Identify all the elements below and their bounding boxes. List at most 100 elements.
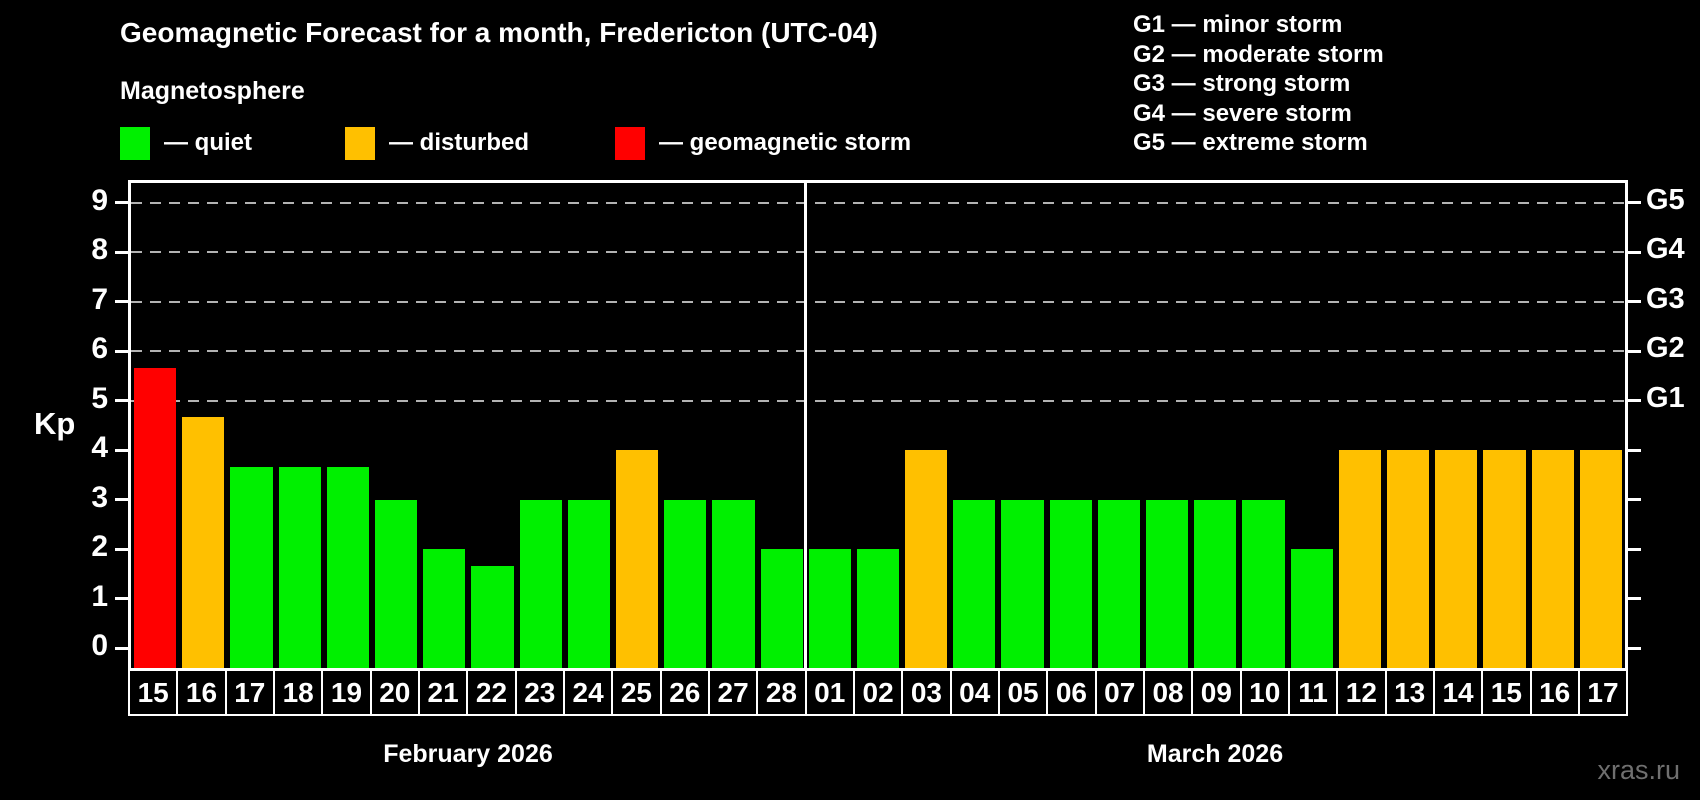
gridline-kp-6 [131,350,1625,353]
kp-bar-february-19 [326,466,369,668]
y-tick-left-1 [115,597,128,601]
day-label-25: 25 [611,669,662,716]
legend-disturbed-label: — disturbed [389,129,530,156]
y-tick-right-8 [1628,250,1641,254]
day-label-14: 14 [1432,669,1484,716]
storm-color-swatch [615,126,645,160]
day-label-06: 06 [1046,669,1097,716]
y-axis-label-1: 1 [91,579,108,613]
kp-bar-february-23 [519,499,562,668]
kp-bar-march-02 [856,549,900,668]
y-axis-label-7: 7 [91,282,108,316]
kp-bar-march-16 [1531,450,1574,668]
kp-bar-march-05 [1001,499,1044,668]
day-label-16: 16 [1529,669,1580,716]
kp-bar-march-03 [905,450,948,668]
y-axis-label-6: 6 [91,332,108,366]
y-tick-right-1 [1628,597,1641,601]
y-tick-left-9 [115,201,128,205]
kp-bar-february-22 [471,565,514,668]
day-label-01: 01 [804,669,855,716]
y-tick-right-4 [1628,448,1641,452]
day-axis: 15 16 17 18 19 20 21 22 23 24 25 26 27 28 01 02 03 04 05 06… [128,669,1629,716]
g5-legend-line: G5 — extreme storm [1133,129,1368,156]
legend-item-quiet: — quiet [120,124,252,162]
kp-bar-february-28 [760,549,803,668]
day-label-08: 08 [1142,669,1194,716]
day-label-15: 15 [128,669,179,716]
legend-quiet-label: — quiet [164,129,252,156]
kp-bar-march-12 [1338,450,1382,668]
kp-axis-title: Kp [34,406,76,441]
y-tick-left-3 [115,498,128,502]
kp-bar-february-15 [134,367,177,668]
kp-bar-february-16 [182,417,225,668]
day-label-15: 15 [1481,669,1532,716]
day-label-09: 09 [1191,669,1242,716]
kp-bar-february-25 [615,450,659,668]
g-axis-label-g1: G1 [1646,381,1685,414]
plot-area [128,180,1628,671]
y-axis-label-8: 8 [91,233,108,267]
month-divider [804,183,808,668]
day-label-22: 22 [466,669,517,716]
legend-item-storm: — geomagnetic storm [615,124,911,162]
y-tick-left-6 [115,349,128,353]
kp-bar-march-15 [1483,450,1526,668]
y-tick-left-7 [115,300,128,304]
legend-storm-label: — geomagnetic storm [659,129,912,156]
kp-bar-february-20 [374,499,418,668]
y-tick-left-0 [115,646,128,650]
y-axis-label-4: 4 [91,431,108,465]
day-label-28: 28 [756,669,807,716]
kp-bar-march-11 [1290,549,1333,668]
kp-bar-march-08 [1146,499,1189,668]
kp-bar-march-17 [1579,450,1622,668]
g1-legend-line: G1 — minor storm [1133,11,1343,38]
y-axis-label-3: 3 [91,480,108,514]
disturbed-color-swatch [345,126,375,160]
y-axis-label-5: 5 [91,381,108,415]
day-label-12: 12 [1336,669,1387,716]
kp-bar-march-04 [953,499,996,668]
g4-legend-line: G4 — severe storm [1133,99,1352,127]
page-title: Geomagnetic Forecast for a month, Freder… [120,17,878,48]
kp-bar-march-13 [1387,450,1430,668]
kp-bar-march-06 [1049,499,1092,668]
day-label-11: 11 [1287,669,1339,716]
gridline-kp-8 [131,251,1625,254]
day-label-17: 17 [1577,669,1629,716]
g-axis-label-g5: G5 [1646,183,1685,216]
kp-bar-february-27 [712,499,755,668]
y-axis-label-2: 2 [91,530,108,564]
y-tick-right-0 [1628,646,1641,650]
day-label-02: 02 [852,669,904,716]
day-label-04: 04 [949,669,1000,716]
kp-bar-march-10 [1242,499,1285,668]
day-label-26: 26 [659,669,710,716]
month-label-march: March 2026 [1146,740,1284,768]
gridline-kp-9 [131,201,1625,204]
y-tick-right-3 [1628,498,1641,502]
kp-bar-february-21 [423,549,466,668]
quiet-color-swatch [120,126,150,160]
y-tick-left-4 [115,448,128,452]
y-tick-left-8 [115,250,128,254]
kp-bar-february-17 [230,466,273,668]
y-tick-right-9 [1628,201,1641,205]
day-label-17: 17 [224,669,275,716]
gridline-kp-7 [131,300,1625,303]
g-axis-label-g4: G4 [1646,233,1685,266]
g-scale-legend: G1 — minor storm G2 — moderate storm G3 … [1133,10,1384,158]
day-label-05: 05 [997,669,1049,716]
kp-bar-march-09 [1194,499,1237,668]
month-label-february: February 2026 [383,740,553,768]
day-label-23: 23 [514,669,565,716]
day-label-20: 20 [369,669,420,716]
y-tick-left-2 [115,547,128,551]
y-axis-label-0: 0 [91,629,108,663]
g-axis-label-g2: G2 [1646,332,1685,365]
day-label-18: 18 [272,669,324,716]
kp-bar-february-26 [664,499,707,668]
